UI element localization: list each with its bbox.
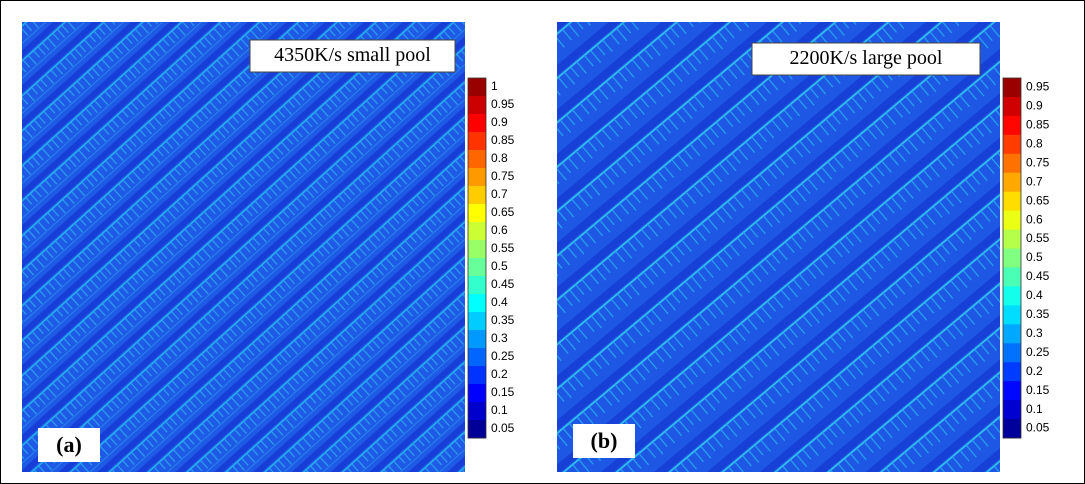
colorbar-segment: [1003, 153, 1021, 174]
colorbar-segment: [468, 240, 486, 259]
colorbar-border: [1002, 77, 1022, 439]
colorbar-segment: [468, 150, 486, 169]
colorbar-segment: [468, 312, 486, 331]
colorbar-segment: [1003, 172, 1021, 193]
colorbar-label: 0.65: [1026, 193, 1050, 207]
colorbar-label: 0.05: [1026, 421, 1050, 435]
colorbar-label: 0.45: [491, 277, 515, 291]
colorbar-segment: [468, 276, 486, 295]
colorbar-label: 0.35: [1026, 307, 1050, 321]
colorbar-label: 0.95: [1026, 80, 1050, 94]
colorbar-segment: [468, 330, 486, 349]
colorbar-label: 0.65: [491, 205, 515, 219]
colorbar-segment: [1003, 343, 1021, 363]
colorbar-label: 0.15: [491, 385, 515, 399]
colorbar-segment: [1003, 362, 1021, 382]
panel-label: (a): [56, 432, 82, 457]
colorbar-border: [467, 77, 487, 439]
colorbar-label: 0.55: [491, 241, 515, 255]
colorbar-segment: [468, 114, 486, 133]
colorbar-segment: [1003, 134, 1021, 155]
colorbar-segment: [468, 186, 486, 205]
colorbar-segment: [468, 294, 486, 313]
colorbar-label: 0.45: [1026, 269, 1050, 283]
colorbar-segment: [1003, 286, 1021, 306]
colorbar-segment: [468, 366, 486, 385]
colorbar-segment: [468, 132, 486, 151]
colorbar-segment: [1003, 210, 1021, 231]
colorbar-segment: [1003, 248, 1021, 268]
title-box: [751, 42, 981, 76]
colorbar-label: 0.5: [491, 259, 508, 273]
simulation-image: [557, 22, 1000, 472]
colorbar-segment: [1003, 267, 1021, 287]
colorbar-segment: [468, 96, 486, 115]
colorbar-label: 0.75: [491, 169, 515, 183]
colorbar-segment: [468, 204, 486, 223]
colorbar-segment: [468, 168, 486, 187]
colorbar-segment: [1003, 229, 1021, 250]
colorbar-label: 0.85: [491, 133, 515, 147]
colorbar-segment: [468, 402, 486, 421]
colorbar-label: 0.25: [1026, 345, 1050, 359]
colorbar-segment: [1003, 324, 1021, 344]
colorbar-segment: [1003, 305, 1021, 325]
colorbar-label: 0.1: [491, 403, 508, 417]
colorbar-segment: [1003, 400, 1021, 420]
label-box: [38, 428, 100, 462]
colorbar-label: 0.7: [1026, 174, 1043, 188]
colorbar-label: 0.2: [1026, 364, 1043, 378]
title-box: [249, 39, 456, 73]
colorbar-label: 0.05: [491, 421, 515, 435]
panel-title: 4350K/s small pool: [274, 44, 431, 66]
colorbar-label: 0.6: [491, 223, 508, 237]
colorbar-label: 0.1: [1026, 402, 1043, 416]
colorbar-segment: [468, 348, 486, 367]
panel-label: (b): [591, 428, 618, 453]
colorbar-segment: [1003, 96, 1021, 117]
simulation-image: [22, 22, 465, 472]
colorbar-segment: [468, 384, 486, 403]
colorbar-label: 0.8: [491, 151, 508, 165]
colorbar-segment: [1003, 381, 1021, 401]
colorbar-segment: [1003, 115, 1021, 136]
colorbar-label: 0.6: [1026, 212, 1043, 226]
colorbar-label: 1: [491, 79, 498, 93]
colorbar-label: 0.9: [491, 115, 508, 129]
label-box: [573, 424, 635, 458]
colorbar-segment: [468, 420, 486, 439]
colorbar-segment: [1003, 191, 1021, 212]
colorbar-label: 0.75: [1026, 155, 1050, 169]
colorbar-label: 0.85: [1026, 118, 1050, 132]
colorbar-label: 0.4: [1026, 288, 1043, 302]
colorbar-label: 0.3: [491, 331, 508, 345]
panel-title: 2200K/s large pool: [790, 47, 943, 69]
colorbar-segment: [1003, 419, 1021, 439]
colorbar-label: 0.25: [491, 349, 515, 363]
colorbar-label: 0.5: [1026, 250, 1043, 264]
colorbar-label: 0.4: [491, 295, 508, 309]
colorbar-segment: [468, 222, 486, 241]
colorbar-label: 0.3: [1026, 326, 1043, 340]
colorbar-label: 0.35: [491, 313, 515, 327]
colorbar-label: 0.7: [491, 187, 508, 201]
colorbar-label: 0.95: [491, 97, 515, 111]
colorbar-segment: [468, 78, 486, 97]
colorbar-segment: [468, 258, 486, 277]
colorbar-label: 0.9: [1026, 99, 1043, 113]
colorbar-label: 0.15: [1026, 383, 1050, 397]
colorbar-segment: [1003, 78, 1021, 98]
colorbar-label: 0.2: [491, 367, 508, 381]
colorbar-label: 0.8: [1026, 136, 1043, 150]
colorbar-label: 0.55: [1026, 231, 1050, 245]
